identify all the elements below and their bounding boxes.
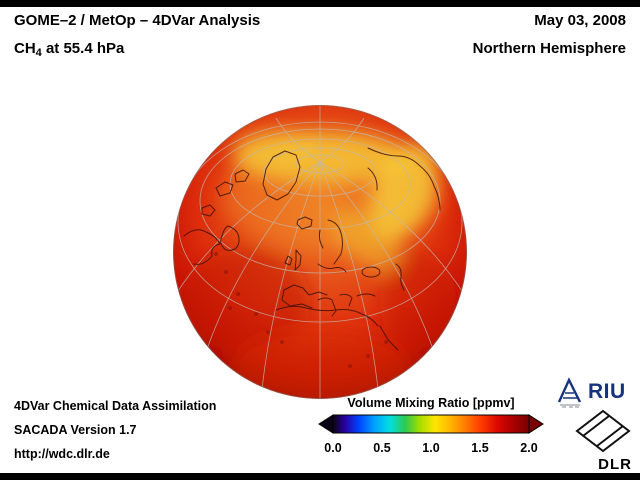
globe-field <box>173 105 467 399</box>
species-subscript: 4 <box>35 47 42 59</box>
footer-line: 4DVar Chemical Data Assimilation <box>14 399 217 413</box>
date-label: May 03, 2008 <box>534 12 626 29</box>
top-border-bar <box>0 0 640 7</box>
globe-svg <box>173 105 467 399</box>
species-prefix: CH <box>14 40 36 57</box>
footer-line: SACADA Version 1.7 <box>14 423 137 437</box>
colorbar-title: Volume Mixing Ratio [ppmv] <box>347 396 515 410</box>
tick-label: 0.0 <box>324 441 342 455</box>
riu-logo: RIU <box>556 376 626 408</box>
colorbar <box>318 414 544 434</box>
colorbar-left-arrow <box>318 414 334 434</box>
colorbar-tick-labels: 0.0 0.5 1.0 1.5 2.0 <box>324 441 537 457</box>
header-right: May 03, 2008 Northern Hemisphere <box>473 13 626 56</box>
globe-map <box>172 104 468 400</box>
species-suffix: at 55.4 hPa <box>41 40 125 57</box>
tick-label: 1.5 <box>471 441 489 455</box>
globe-rim <box>173 105 467 399</box>
colorbar-right-arrow <box>528 414 544 434</box>
colorbar-gradient-bar <box>332 414 530 434</box>
dlr-logo: DLR <box>574 409 632 473</box>
dark-speckles <box>214 252 388 368</box>
region-label: Northern Hemisphere <box>472 40 626 57</box>
header-left: GOME–2 / MetOp – 4DVar Analysis CH4 at 5… <box>14 13 260 59</box>
tick-label: 1.0 <box>422 441 440 455</box>
footer-url: http://wdc.dlr.de <box>14 447 110 461</box>
tick-label: 0.5 <box>373 441 391 455</box>
riu-logo-text: RIU <box>588 380 626 403</box>
bottom-border-bar <box>0 473 640 480</box>
species-level-label: CH4 at 55.4 hPa <box>14 41 260 59</box>
riu-mountain-icon <box>557 377 582 408</box>
coastlines-group <box>183 147 441 351</box>
dlr-emblem-icon <box>575 409 631 453</box>
page-title: GOME–2 / MetOp – 4DVar Analysis <box>14 12 261 29</box>
dlr-logo-text: DLR <box>598 456 632 473</box>
tick-label: 2.0 <box>520 441 538 455</box>
footer-left: 4DVar Chemical Data Assimilation SACADA … <box>14 394 216 466</box>
